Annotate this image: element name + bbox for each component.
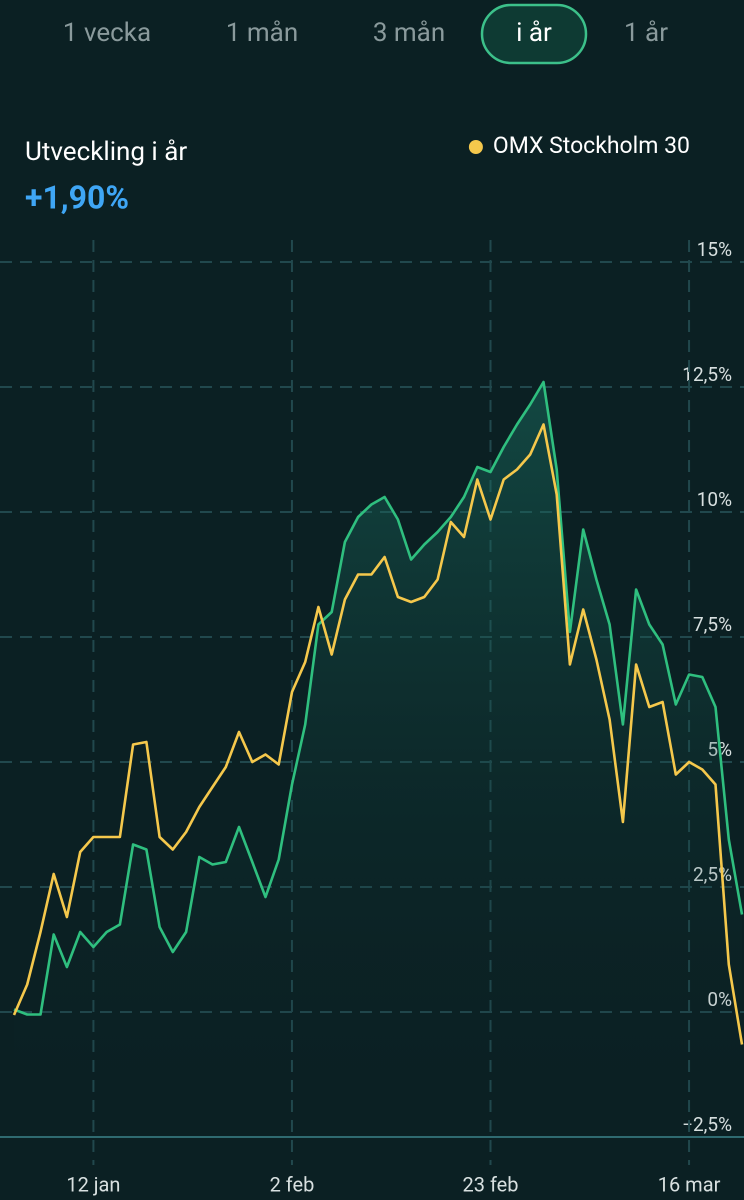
- performance-value: +1,90%: [25, 178, 129, 216]
- tab[interactable]: 1 år: [624, 18, 668, 48]
- x-tick-label: 12 jan: [66, 1172, 120, 1196]
- area: [14, 382, 742, 1137]
- x-tick-label: 23 feb: [463, 1172, 519, 1196]
- line: [12, 423, 744, 1045]
- performance-label: Utveckling i år: [25, 137, 187, 167]
- x-tick-label: 16 mar: [658, 1172, 721, 1196]
- legend-label: OMX Stockholm 30: [493, 132, 690, 159]
- y-tick-label: 7,5%: [693, 613, 732, 636]
- tab[interactable]: 1 mån: [226, 18, 298, 48]
- legend-dot: [468, 140, 483, 154]
- y-tick-label: 12,5%: [682, 363, 732, 386]
- tab-selected-pill[interactable]: [480, 3, 588, 65]
- y-tick-label: 15%: [697, 238, 732, 261]
- tab[interactable]: 3 mån: [373, 18, 445, 48]
- y-tick-label: 10%: [697, 488, 732, 511]
- line: [13, 380, 744, 1016]
- x-tick-label: 2 feb: [270, 1172, 315, 1196]
- tab[interactable]: i år: [516, 18, 552, 48]
- tab[interactable]: 1 vecka: [63, 18, 151, 48]
